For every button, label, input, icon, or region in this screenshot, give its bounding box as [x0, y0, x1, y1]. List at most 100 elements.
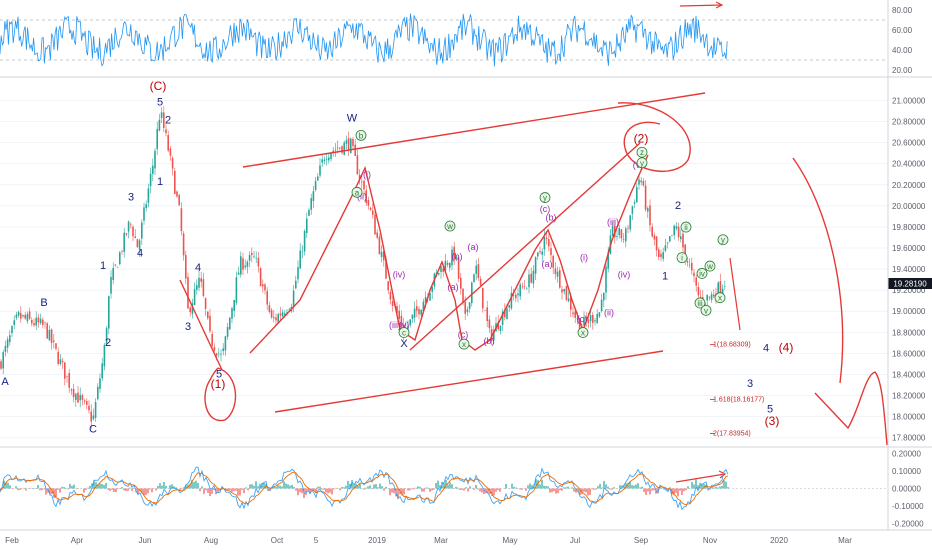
macd-hist-bar: [239, 488, 241, 496]
candle-body: [22, 315, 24, 317]
wave-label: 3: [185, 321, 191, 333]
wave-label: (4): [779, 340, 794, 354]
macd-hist-bar: [623, 484, 625, 489]
candle-body: [389, 292, 392, 300]
wave-label: (a): [448, 282, 459, 292]
macd-hist-bar: [183, 487, 185, 489]
macd-hist-bar: [585, 488, 587, 493]
macd-hist-bar: [601, 487, 603, 489]
macd-hist-bar: [317, 486, 319, 489]
candle-body: [138, 240, 141, 250]
wave-label: 4: [763, 342, 769, 354]
candle-body: [204, 298, 207, 309]
macd-hist-bar: [607, 486, 609, 489]
candle-body: [451, 249, 453, 266]
candle-body: [675, 226, 678, 229]
macd-hist-bar: [703, 484, 705, 489]
macd-hist-bar: [563, 487, 565, 489]
candle-body: [182, 233, 185, 256]
macd-hist-bar: [417, 486, 419, 489]
candle-body: [506, 308, 508, 319]
macd-hist-bar: [367, 486, 369, 489]
candle-body: [424, 297, 427, 303]
candle-body: [46, 323, 48, 339]
fib-level-label: 1(18.68309): [713, 342, 751, 349]
candle-body: [416, 306, 418, 311]
candle-body: [570, 296, 572, 310]
macd-hist-bar: [7, 482, 9, 489]
candle-body: [163, 112, 165, 128]
candle-body: [127, 221, 130, 232]
projection-arrow: [792, 157, 844, 384]
candle-body: [528, 274, 530, 288]
macd-hist-bar: [151, 488, 153, 493]
candle-body: [680, 236, 682, 240]
candle-body: [174, 170, 176, 195]
macd-hist-bar: [291, 484, 293, 489]
candle-body: [660, 253, 662, 257]
candle-body: [158, 119, 161, 131]
macd-hist-bar: [195, 480, 197, 489]
wave-label: (ii): [604, 307, 614, 317]
macd-hist-bar: [181, 488, 183, 490]
candle-body: [31, 319, 33, 324]
macd-hist-bar: [649, 488, 651, 495]
candle-body: [343, 142, 345, 155]
macd-hist-bar: [57, 488, 59, 490]
candle-body: [455, 256, 458, 259]
price-tick-label: 20.40000: [892, 160, 926, 169]
candle-body: [130, 223, 132, 225]
price-tick-label: 18.80000: [892, 328, 926, 337]
macd-hist-bar: [685, 488, 687, 491]
macd-hist-bar: [573, 488, 575, 492]
candle-body: [358, 174, 361, 180]
wave-label: 4: [137, 247, 143, 259]
price-tick-label: 20.60000: [892, 139, 926, 148]
price-tick-label: 18.20000: [892, 392, 926, 401]
macd-hist-bar: [301, 488, 303, 494]
price-axis: 21.00000 20.80000 20.60000 20.40000 20.20000…: [892, 96, 926, 442]
macd-hist-bar: [141, 488, 143, 494]
fib-level-label: 2(17.83954): [713, 431, 751, 438]
macd-tick-label: 0.10000: [892, 467, 921, 476]
macd-hist-bar: [279, 485, 281, 489]
candle-body: [666, 242, 669, 244]
circled-label-ring: [577, 327, 589, 338]
candle-body: [550, 248, 552, 256]
candle-body: [26, 314, 29, 322]
candle-body: [631, 206, 634, 214]
candle-body: [684, 244, 686, 260]
macd-hist-bar: [583, 488, 585, 492]
candle-body: [611, 225, 614, 237]
macd-hist-bar: [521, 488, 523, 490]
candle-body: [328, 157, 330, 161]
candle-body: [44, 322, 46, 324]
wave-label: (c): [458, 330, 469, 340]
wave-label: (b): [546, 213, 557, 223]
price-tick-label: 19.00000: [892, 307, 926, 316]
circled-label-ring: [714, 292, 726, 304]
candle-body: [532, 270, 535, 284]
macd-hist-bar: [505, 483, 507, 489]
macd-hist-bar: [483, 488, 485, 495]
macd-hist-bar: [723, 480, 725, 489]
macd-hist-bar: [497, 488, 499, 491]
candle-body: [281, 312, 284, 317]
macd-hist-bar: [679, 488, 681, 491]
price-tick-label: 17.80000: [892, 434, 926, 443]
candle-body: [556, 271, 559, 277]
candle-body: [539, 251, 541, 253]
candle-body: [187, 276, 189, 309]
macd-hist-bar: [23, 487, 25, 489]
candle-body: [319, 165, 321, 176]
candle-body: [308, 209, 310, 216]
candle-body: [257, 257, 260, 267]
rsi-line: [0, 13, 728, 67]
candle-body: [59, 359, 62, 364]
candle-body: [209, 315, 211, 332]
wave-label: 1: [662, 271, 668, 283]
macd-tick-label: 0.00000: [892, 485, 921, 494]
candle-body: [664, 245, 667, 251]
rsi-pane: 80.00 60.00 40.00 20.00: [0, 6, 913, 75]
rsi-tick-label: 20.00: [892, 66, 913, 75]
